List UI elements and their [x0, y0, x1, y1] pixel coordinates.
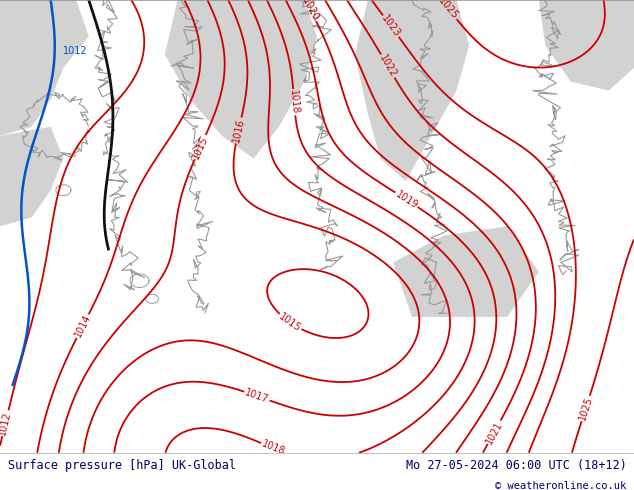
- Polygon shape: [539, 0, 634, 91]
- Text: 1017: 1017: [243, 387, 270, 405]
- Polygon shape: [355, 0, 469, 181]
- Text: 1015: 1015: [191, 134, 210, 160]
- Text: 1021: 1021: [484, 419, 505, 445]
- Text: 1018: 1018: [260, 439, 287, 457]
- Text: 1015: 1015: [277, 311, 303, 333]
- Polygon shape: [0, 127, 63, 226]
- Polygon shape: [393, 226, 539, 317]
- Polygon shape: [165, 0, 317, 158]
- Text: 1020: 1020: [300, 0, 320, 23]
- Text: 1023: 1023: [380, 13, 402, 39]
- Text: © weatheronline.co.uk: © weatheronline.co.uk: [495, 481, 626, 490]
- Text: Surface pressure [hPa] UK-Global: Surface pressure [hPa] UK-Global: [8, 459, 236, 472]
- Text: Mo 27-05-2024 06:00 UTC (18+12): Mo 27-05-2024 06:00 UTC (18+12): [406, 459, 626, 472]
- Text: 1014: 1014: [73, 313, 93, 340]
- Text: 1012: 1012: [63, 47, 88, 56]
- Text: 1016: 1016: [231, 118, 246, 144]
- Text: 1019: 1019: [394, 189, 420, 211]
- Text: 1025: 1025: [577, 395, 594, 422]
- Text: 1022: 1022: [377, 53, 398, 79]
- Polygon shape: [0, 0, 89, 136]
- Text: 1012: 1012: [0, 410, 13, 437]
- Text: 1025: 1025: [436, 0, 460, 22]
- Text: 1018: 1018: [288, 90, 300, 115]
